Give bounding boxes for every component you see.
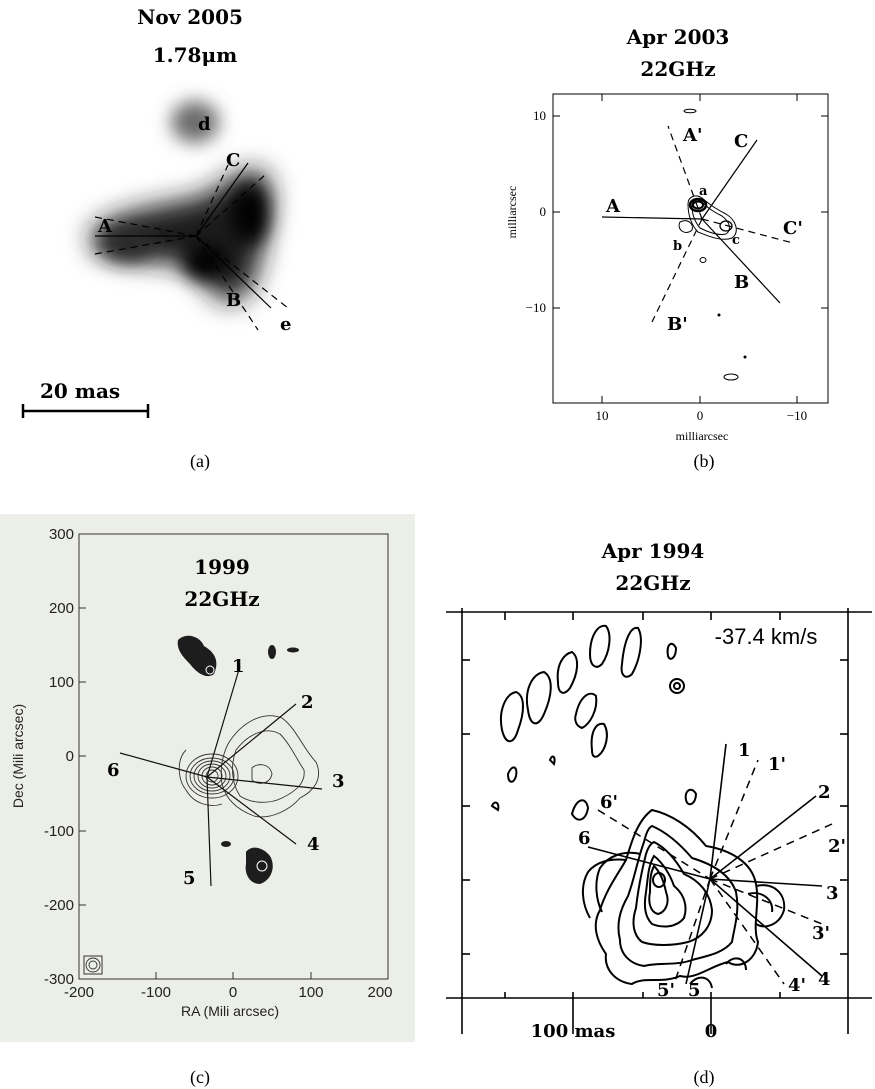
- direction-label-3: 3: [332, 771, 345, 792]
- direction-label-4-prime: 4': [788, 975, 806, 996]
- panel-d-title: Apr 1994: [601, 539, 705, 563]
- caption-a: (a): [190, 451, 210, 472]
- ytick-label: -100: [44, 823, 74, 840]
- caption-c: (c): [190, 1067, 210, 1088]
- direction-label-2-prime: 2': [828, 836, 846, 857]
- direction-lines: [601, 125, 794, 323]
- xtick-label: -200: [64, 984, 94, 1001]
- xtick-label: 100: [298, 984, 323, 1001]
- label-e: e: [280, 314, 291, 335]
- infrared-image: [90, 101, 272, 302]
- ticks: [553, 94, 828, 403]
- y-axis-label: milliarcsec: [505, 186, 519, 239]
- label-a: A: [605, 196, 621, 217]
- direction-label-5: 5: [688, 980, 701, 1001]
- ytick-label: 100: [49, 674, 74, 691]
- panel-a-figure: Nov 2005 1.78μm d C A: [21, 5, 291, 472]
- panel-b-title: Apr 2003: [626, 25, 730, 49]
- label-c-prime: C': [783, 218, 803, 239]
- scalebar: [21, 404, 150, 418]
- panel-d-figure: Apr 1994 22GHz -37.4 km/s: [446, 539, 872, 1088]
- direction-label-5-prime: 5': [657, 980, 675, 1001]
- direction-label-2: 2: [818, 782, 831, 803]
- direction-label-3: 3: [826, 883, 839, 904]
- plot-frame: [552, 93, 829, 404]
- xtick-label: 0: [697, 408, 704, 423]
- panel-b-figure: Apr 2003 22GHz 10 0 −10 10 0 −10 milliar…: [505, 25, 829, 472]
- direction-label-1-prime: 1': [768, 754, 786, 775]
- direction-lines: [94, 162, 289, 331]
- panel-c: 300 200 100 0 -100 -200 -300 -200 -100 0…: [0, 514, 415, 1089]
- direction-label-6: 6: [578, 828, 591, 849]
- direction-label-4: 4: [818, 969, 831, 990]
- xtick-label: 0: [229, 984, 237, 1001]
- ytick-label: 0: [66, 748, 74, 765]
- panel-b: Apr 2003 22GHz 10 0 −10 10 0 −10 milliar…: [440, 0, 875, 480]
- xtick-label: 10: [596, 408, 609, 423]
- ytick-label: −10: [526, 300, 546, 315]
- panel-d: Apr 1994 22GHz -37.4 km/s: [440, 514, 875, 1089]
- label-b: B: [734, 272, 749, 293]
- xtick-label: 200: [367, 984, 392, 1001]
- maser-contours: [490, 624, 786, 989]
- x-axis-label: RA (Mili arcsec): [181, 1003, 279, 1019]
- direction-label-1: 1: [738, 740, 751, 761]
- label-c-small: c: [732, 233, 740, 248]
- label-b-small: b: [673, 239, 682, 254]
- ytick-label: 300: [49, 526, 74, 543]
- direction-label-5: 5: [183, 868, 196, 889]
- xtick-label: −10: [787, 408, 807, 423]
- scalebar-label: 20 mas: [40, 379, 120, 403]
- ytick-label: 200: [49, 600, 74, 617]
- direction-label-6: 6: [107, 760, 120, 781]
- ytick-label: 10: [533, 108, 546, 123]
- direction-label-3-prime: 3': [812, 923, 830, 944]
- scale-label: 100 mas: [531, 1021, 616, 1042]
- label-a-prime: A': [682, 125, 702, 146]
- panel-a: Nov 2005 1.78μm d C A: [0, 0, 420, 480]
- label-d: d: [198, 114, 211, 135]
- direction-lines: [587, 743, 823, 985]
- label-a: A: [97, 216, 113, 237]
- y-axis-label: Dec (Mili arcsec): [10, 704, 26, 808]
- velocity-label: -37.4 km/s: [715, 624, 818, 649]
- label-c: C: [734, 131, 748, 152]
- caption-b: (b): [694, 451, 715, 472]
- panel-c-frequency: 22GHz: [184, 587, 259, 611]
- panel-d-frequency: 22GHz: [615, 571, 690, 595]
- maser-contours: [83, 635, 320, 975]
- ticks: [79, 533, 389, 980]
- panel-c-title: 1999: [194, 555, 250, 579]
- direction-label-4: 4: [307, 834, 320, 855]
- direction-label-6-prime: 6': [600, 792, 618, 813]
- panel-a-wavelength: 1.78μm: [153, 43, 238, 67]
- label-a-small: a: [699, 184, 708, 199]
- caption-d: (d): [694, 1067, 715, 1088]
- plot-frame: [446, 608, 872, 1034]
- ytick-label: -200: [44, 897, 74, 914]
- ytick-label: -300: [44, 971, 74, 988]
- panel-c-figure: 300 200 100 0 -100 -200 -300 -200 -100 0…: [0, 514, 415, 1088]
- maser-contours: [678, 108, 747, 381]
- direction-lines: [119, 665, 323, 887]
- dashed-lines: [597, 759, 833, 985]
- label-c: C: [226, 150, 240, 171]
- label-b-prime: B': [667, 314, 688, 335]
- direction-label-2: 2: [301, 692, 314, 713]
- panel-a-title: Nov 2005: [137, 5, 243, 29]
- panel-b-frequency: 22GHz: [640, 57, 715, 81]
- x-axis-label: milliarcsec: [676, 429, 729, 443]
- xtick-label: -100: [141, 984, 171, 1001]
- label-b: B: [226, 290, 241, 311]
- zero-label: 0: [705, 1021, 718, 1042]
- ytick-label: 0: [540, 204, 547, 219]
- direction-label-1: 1: [232, 656, 245, 677]
